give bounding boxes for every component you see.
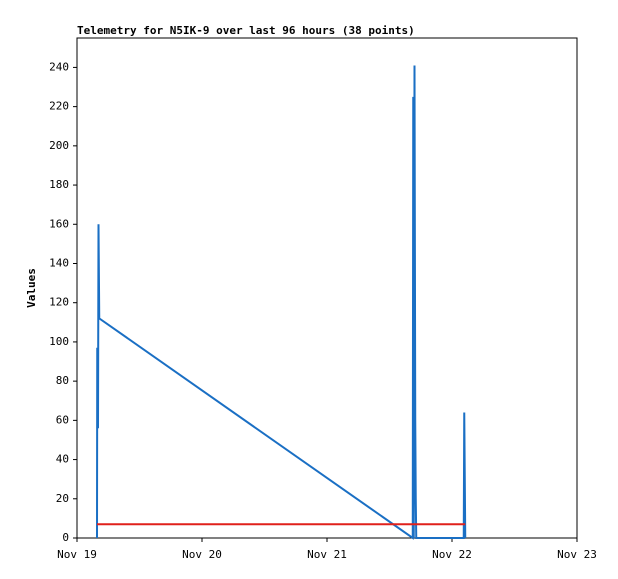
y-tick-label: 240	[49, 60, 69, 73]
y-tick-label: 120	[49, 296, 69, 309]
y-tick-label: 80	[56, 374, 69, 387]
x-tick-label: Nov 23	[557, 548, 597, 561]
chart-title: Telemetry for N5IK-9 over last 96 hours …	[77, 24, 415, 37]
x-tick-label: Nov 20	[182, 548, 222, 561]
data-line	[96, 65, 467, 540]
y-tick-label: 160	[49, 217, 69, 230]
y-tick-label: 40	[56, 453, 69, 466]
y-tick-label: 220	[49, 100, 69, 113]
y-tick-label: 60	[56, 413, 69, 426]
y-tick-label: 140	[49, 256, 69, 269]
x-tick-label: Nov 21	[307, 548, 347, 561]
y-tick-label: 0	[62, 531, 69, 544]
x-tick-label: Nov 19	[57, 548, 97, 561]
y-tick-label: 180	[49, 178, 69, 191]
y-tick-label: 20	[56, 492, 69, 505]
y-axis-label: Values	[25, 268, 38, 308]
x-tick-label: Nov 22	[432, 548, 472, 561]
y-tick-label: 100	[49, 335, 69, 348]
y-tick-label: 200	[49, 139, 69, 152]
plot-frame	[76, 37, 578, 539]
